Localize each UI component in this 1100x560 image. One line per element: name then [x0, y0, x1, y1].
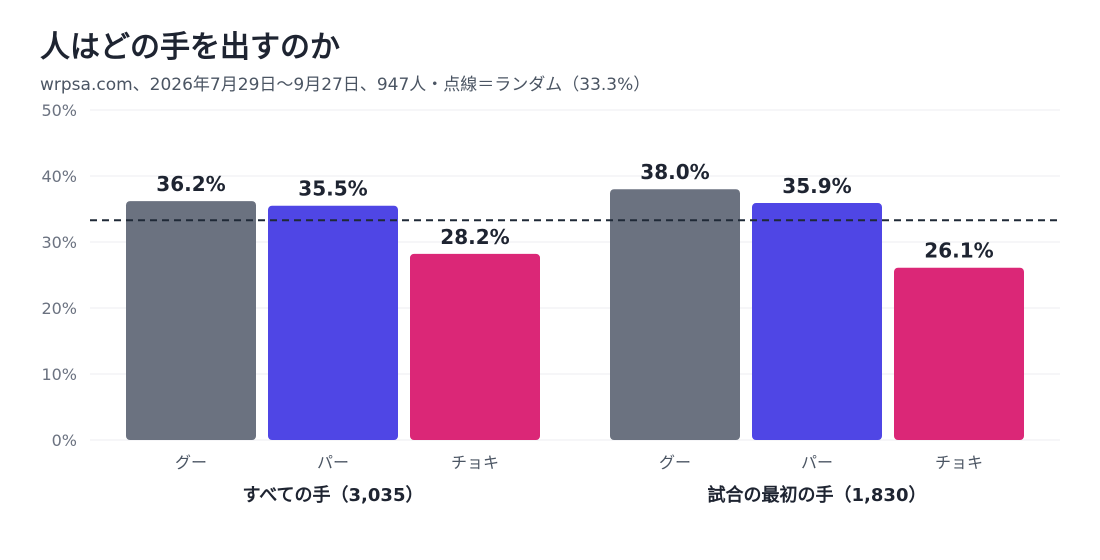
group-label: 試合の最初の手（1,830）	[708, 484, 927, 506]
y-tick-label: 0%	[52, 431, 77, 450]
bar-value-label: 26.1%	[924, 239, 993, 263]
chart-title: 人はどの手を出すのか	[40, 30, 340, 65]
bar-value-label: 28.2%	[440, 225, 509, 249]
y-tick-label: 10%	[41, 365, 77, 384]
category-label: チョキ	[935, 453, 983, 472]
bar	[752, 203, 882, 440]
bars	[126, 189, 1024, 440]
group-label: すべての手（3,035）	[243, 484, 424, 506]
bar	[894, 267, 1024, 440]
y-tick-label: 30%	[41, 233, 77, 252]
bar	[268, 205, 398, 440]
bar-value-label: 38.0%	[640, 160, 709, 184]
y-tick-label: 50%	[41, 101, 77, 120]
value-labels: 36.2% 35.5% 28.2% 38.0% 35.9% 26.1%	[156, 160, 993, 263]
y-tick-label: 20%	[41, 299, 77, 318]
category-label: グー	[175, 453, 207, 472]
chart-subtitle: wrpsa.com、2026年7月29日〜9月27日、947人・点線＝ランダム（…	[40, 75, 651, 95]
bar	[126, 201, 256, 440]
category-label: チョキ	[451, 453, 499, 472]
bar	[410, 253, 540, 440]
y-tick-label: 40%	[41, 167, 77, 186]
category-label: パー	[317, 453, 349, 472]
category-label: パー	[801, 453, 833, 472]
bar	[610, 189, 740, 440]
bar-value-label: 35.5%	[298, 177, 367, 201]
bar-value-label: 36.2%	[156, 172, 225, 196]
y-axis: 0% 10% 20% 30% 40% 50%	[41, 101, 77, 450]
category-label: グー	[659, 453, 691, 472]
bar-value-label: 35.9%	[782, 174, 851, 198]
